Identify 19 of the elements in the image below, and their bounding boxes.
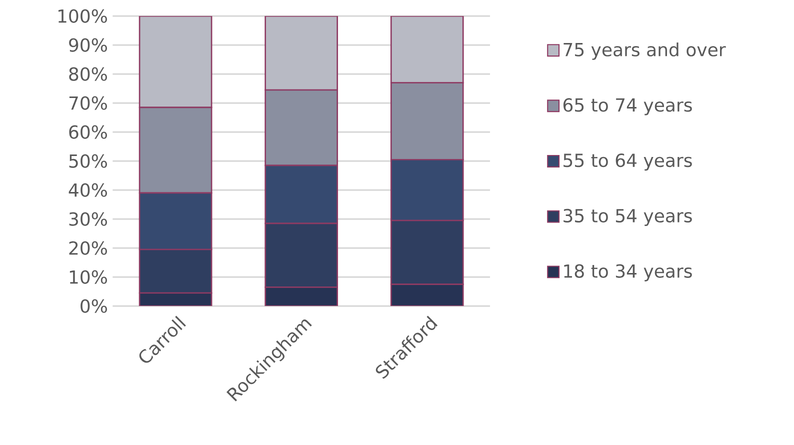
y-tick-label: 60%	[69, 125, 107, 139]
y-tick-label: 10%	[70, 270, 107, 284]
y-tick-label: 40%	[68, 183, 107, 197]
y-tick-label: 0%	[80, 299, 107, 313]
legend-label: 18 to 34 years	[564, 264, 692, 282]
y-tick-label: 30%	[69, 212, 107, 226]
bar	[138, 16, 212, 108]
y-tick-label: 80%	[69, 67, 107, 81]
bar	[390, 16, 464, 84]
legend-label: 55 to 64 years	[564, 154, 692, 171]
y-tick-label: 50%	[69, 154, 107, 168]
y-tick-label: 100%	[58, 9, 107, 23]
y-tick-label: 70%	[69, 96, 107, 110]
y-tick-label: 90%	[69, 38, 107, 52]
legend-label: 65 to 74 years	[563, 98, 692, 116]
y-tick-label: 20%	[69, 241, 107, 255]
bar	[264, 16, 338, 91]
legend-label: 75 years and over	[564, 42, 726, 60]
legend-label: 35 to 54 years	[564, 208, 692, 226]
